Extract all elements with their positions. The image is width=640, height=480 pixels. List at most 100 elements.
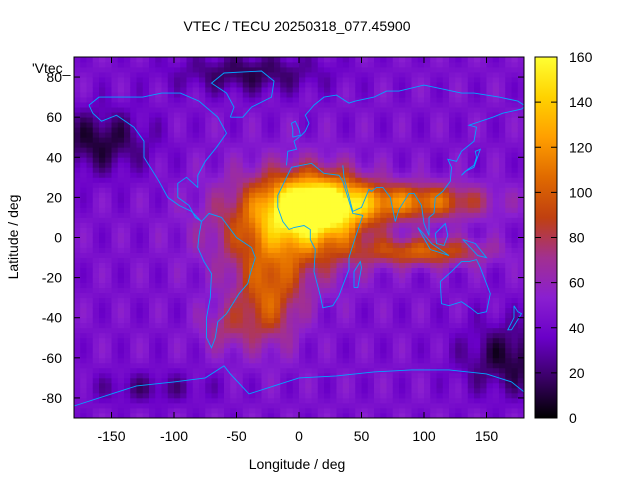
heatmap-cell [455,342,462,349]
heatmap-cell [274,157,281,163]
heatmap-cell [461,157,469,163]
heatmap-cell [180,367,187,374]
heatmap-cell [299,117,306,123]
heatmap-cell [255,212,262,218]
heatmap-cell [149,347,156,354]
heatmap-cell [180,167,187,173]
heatmap-cell [186,312,194,319]
heatmap-cell [155,267,162,273]
heatmap-cell [336,152,344,158]
heatmap-cell [199,102,206,108]
heatmap-cell [105,152,112,158]
heatmap-cell [142,122,150,128]
heatmap-cell [261,157,269,163]
heatmap-cell [442,267,450,273]
heatmap-cell [380,312,387,319]
heatmap-cell [361,187,369,193]
heatmap-cell [411,272,419,279]
heatmap-cell [205,112,212,118]
heatmap-cell [336,157,344,163]
heatmap-cell [211,332,219,339]
heatmap-cell [336,322,344,329]
heatmap-cell [499,277,506,284]
heatmap-cell [367,272,375,279]
heatmap-cell [249,222,256,228]
heatmap-cell [342,252,350,258]
heatmap-cell [205,152,212,158]
heatmap-cell [292,122,300,128]
heatmap-cell [105,332,112,339]
heatmap-cell [492,312,500,319]
heatmap-cell [430,187,437,193]
heatmap-cell [199,127,206,133]
heatmap-cell [480,392,487,399]
heatmap-cell [149,327,156,334]
heatmap-cell [430,272,437,279]
heatmap-cell [349,247,356,253]
heatmap-cell [449,297,456,304]
heatmap-cell [174,387,181,394]
heatmap-cell [286,407,294,414]
heatmap-cell [361,312,369,319]
heatmap-cell [449,117,456,123]
heatmap-cell [467,172,475,178]
heatmap-cell [349,292,356,299]
heatmap-cell [167,317,175,324]
heatmap-cell [236,327,244,334]
heatmap-cell [80,347,87,354]
heatmap-cell [442,297,450,304]
heatmap-cell [392,312,400,319]
heatmap-cell [424,182,431,188]
heatmap-cell [299,227,306,233]
heatmap-cell [442,207,450,213]
heatmap-cell [355,142,362,148]
heatmap-cell [330,212,337,218]
heatmap-cell [461,252,469,258]
heatmap-cell [405,62,412,68]
heatmap-cell [99,297,106,304]
heatmap-cell [105,277,112,284]
heatmap-cell [367,177,375,183]
heatmap-cell [186,117,194,123]
heatmap-cell [261,347,269,354]
heatmap-cell [392,157,400,163]
heatmap-cell [424,57,431,63]
heatmap-cell [480,307,487,314]
heatmap-cell [355,87,362,93]
heatmap-cell [192,337,200,344]
heatmap-cell [274,407,281,414]
heatmap-cell [436,182,444,188]
heatmap-cell [311,377,319,384]
heatmap-cell [242,107,250,113]
heatmap-cell [180,217,187,223]
heatmap-cell [224,297,231,304]
heatmap-cell [405,232,412,238]
heatmap-cell [236,387,244,394]
heatmap-cell [405,247,412,253]
heatmap-cell [330,297,337,304]
heatmap-cell [505,367,512,374]
heatmap-cell [442,212,450,218]
heatmap-cell [492,302,500,309]
heatmap-cell [342,287,350,294]
heatmap-cell [299,242,306,248]
heatmap-cell [386,107,394,113]
heatmap-cell [305,362,312,369]
heatmap-cell [455,377,462,384]
heatmap-cell [99,147,106,153]
heatmap-cell [217,402,225,409]
heatmap-cell [242,227,250,233]
heatmap-cell [305,242,312,248]
heatmap-cell [305,82,312,88]
heatmap-cell [399,337,406,344]
heatmap-cell [399,192,406,198]
heatmap-cell [199,287,206,294]
heatmap-cell [255,107,262,113]
heatmap-cell [430,82,437,88]
heatmap-cell [324,142,331,148]
heatmap-cell [492,377,500,384]
heatmap-cell [224,322,231,329]
heatmap-cell [199,382,206,389]
heatmap-cell [267,72,275,78]
heatmap-cell [424,312,431,319]
